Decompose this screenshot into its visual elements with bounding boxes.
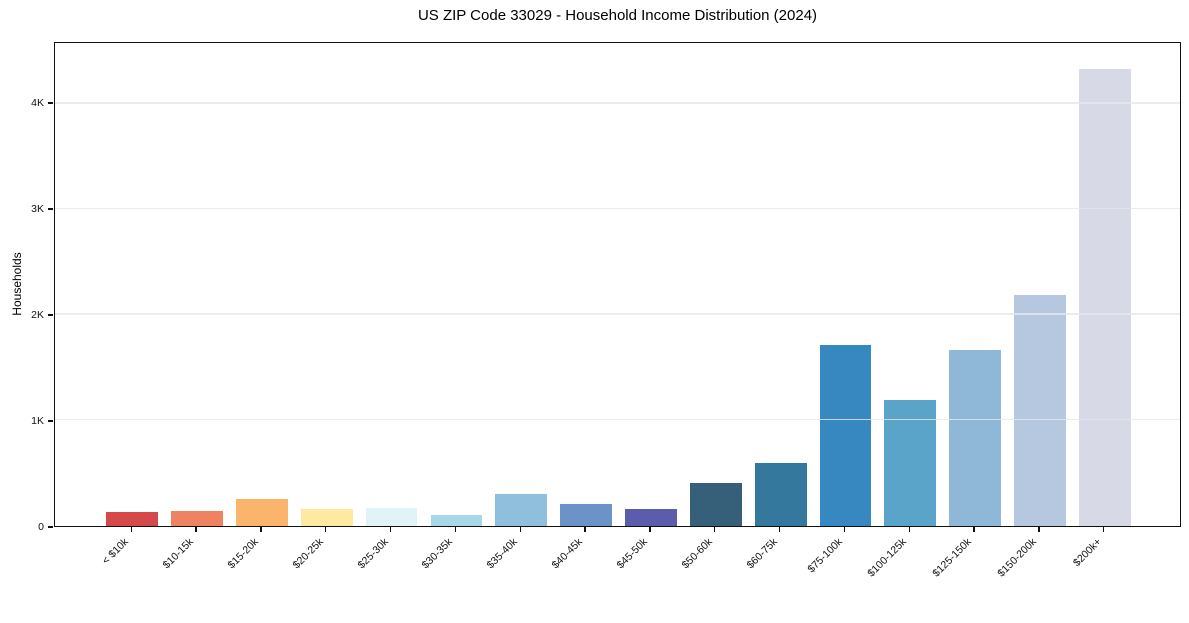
x-tick-mark — [908, 527, 910, 532]
y-tick-label: 1K — [31, 415, 44, 427]
x-tick-mark — [778, 527, 781, 532]
y-tick-mark — [48, 526, 53, 528]
bars-layer — [55, 43, 1180, 526]
y-tick-mark — [48, 208, 53, 210]
bar-$100-125k — [884, 400, 937, 526]
y-tick-mark — [48, 102, 53, 104]
x-tick-mark — [389, 527, 392, 532]
bar-$125-150k — [949, 350, 1002, 526]
x-tick-mark — [649, 527, 651, 532]
y-axis-label: Households — [10, 252, 24, 316]
bar-$25-30k — [365, 507, 418, 526]
y-tick-label: 4K — [31, 97, 44, 109]
y-tick-mark — [48, 420, 53, 422]
bar-$50-60k — [689, 482, 742, 526]
x-tick-mark — [843, 527, 846, 532]
x-tick-mark — [195, 527, 197, 532]
bar-$60-75k — [754, 462, 807, 526]
x-tick-mark — [1038, 527, 1040, 532]
y-tick-label: 3K — [31, 203, 44, 215]
x-tick-mark — [973, 527, 975, 532]
x-tick-mark — [519, 527, 521, 532]
x-tick-mark — [1103, 527, 1105, 532]
x-tick-mark — [714, 527, 716, 532]
x-tick-mark — [130, 527, 132, 532]
x-tick-mark — [260, 527, 262, 532]
bar-$200k+ — [1078, 68, 1131, 526]
bar-< $10k — [106, 511, 159, 526]
bar-$20-25k — [300, 509, 353, 526]
y-tick-mark — [48, 314, 53, 316]
y-tick-label: 0 — [38, 521, 44, 533]
bar-$40-45k — [560, 503, 612, 526]
bar-$30-35k — [430, 515, 483, 526]
x-tick-mark — [454, 527, 457, 532]
plot-area — [54, 42, 1181, 527]
x-tick-mark — [325, 527, 327, 532]
bar-chart-figure: US ZIP Code 33029 - Household Income Dis… — [10, 7, 1181, 580]
chart-title: US ZIP Code 33029 - Household Income Dis… — [417, 7, 818, 24]
bar-$45-50k — [625, 509, 677, 526]
bar-$15-20k — [235, 498, 288, 526]
bar-$150-200k — [1014, 294, 1066, 526]
x-tick-mark — [584, 527, 586, 532]
bar-$35-40k — [495, 493, 548, 526]
y-tick-label: 2K — [31, 309, 44, 321]
bar-$75-100k — [819, 344, 872, 526]
bar-$10-15k — [171, 510, 223, 526]
